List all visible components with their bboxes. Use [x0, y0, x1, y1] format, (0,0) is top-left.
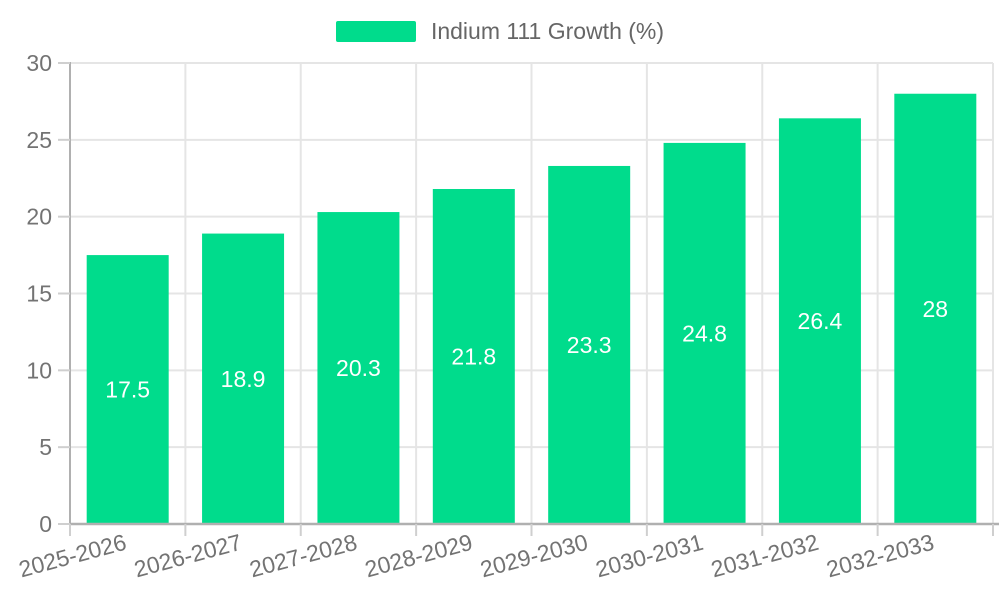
x-category-label: 2032-2033 [824, 529, 937, 583]
x-category-label: 2029-2030 [478, 529, 591, 583]
legend-swatch [335, 21, 416, 42]
legend-item[interactable]: Indium 111 Growth (%) [335, 18, 665, 45]
bar-value-label: 18.9 [221, 366, 266, 392]
x-category-label: 2027-2028 [247, 529, 360, 583]
y-tick-label: 0 [39, 511, 52, 537]
x-category-label: 2025-2026 [16, 529, 129, 583]
bar[interactable] [663, 142, 746, 524]
bar-value-label: 21.8 [451, 344, 496, 370]
bar[interactable] [317, 212, 400, 524]
legend-label: Indium 111 Growth (%) [430, 18, 665, 44]
bar[interactable] [548, 165, 631, 524]
bar[interactable] [778, 118, 861, 524]
bar[interactable] [86, 255, 169, 525]
legend: Indium 111 Growth (%) [0, 18, 1000, 45]
y-tick-label: 30 [26, 50, 52, 76]
bar-value-label: 24.8 [682, 320, 727, 346]
x-category-label: 2028-2029 [362, 529, 475, 583]
bar-value-label: 23.3 [567, 332, 612, 358]
bar-value-label: 26.4 [798, 308, 843, 334]
y-tick-label: 5 [39, 434, 52, 460]
x-category-label: 2030-2031 [593, 529, 706, 583]
x-category-label: 2026-2027 [131, 529, 244, 583]
bar-value-label: 20.3 [336, 355, 381, 381]
bar[interactable] [432, 189, 515, 525]
y-tick-label: 10 [26, 357, 52, 383]
y-tick-label: 20 [26, 204, 52, 230]
bar-value-label: 28 [923, 296, 949, 322]
y-tick-label: 15 [26, 281, 52, 307]
x-category-label: 2031-2032 [708, 529, 821, 583]
bar[interactable] [202, 233, 285, 524]
bar[interactable] [894, 93, 977, 524]
y-tick-label: 25 [26, 127, 52, 153]
bar-value-label: 17.5 [105, 377, 150, 403]
